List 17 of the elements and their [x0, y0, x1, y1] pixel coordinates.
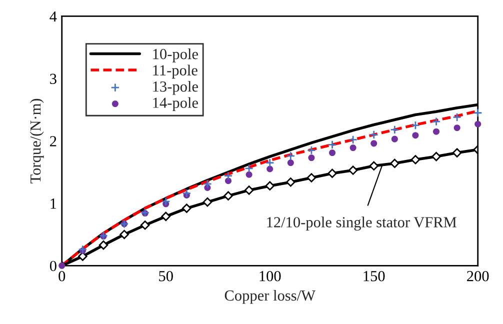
x-tick-label: 150: [364, 270, 385, 282]
x-tick-label: 100: [260, 270, 281, 282]
x-tick-label: 200: [467, 270, 489, 282]
y-axis-title: Torque/(N·m): [30, 98, 44, 184]
y-tick-label: 0: [50, 260, 56, 272]
x-tick-label: 0: [58, 270, 66, 282]
y-tick-label: 1: [50, 198, 56, 209]
legend-label: 14-pole: [153, 97, 198, 112]
annotation: 12/10-pole single stator VFRM: [267, 216, 456, 231]
y-tick-label: 2: [50, 136, 56, 146]
legend-label: 13-pole: [153, 80, 198, 95]
y-tick-label: 4: [50, 11, 57, 22]
legend-label: 11-pole: [153, 64, 198, 79]
y-tick-label: 3: [50, 74, 56, 84]
legend-label: 10-pole: [153, 48, 198, 62]
x-tick-label: 50: [159, 270, 173, 282]
x-axis-title: Copper loss/W: [224, 290, 316, 304]
